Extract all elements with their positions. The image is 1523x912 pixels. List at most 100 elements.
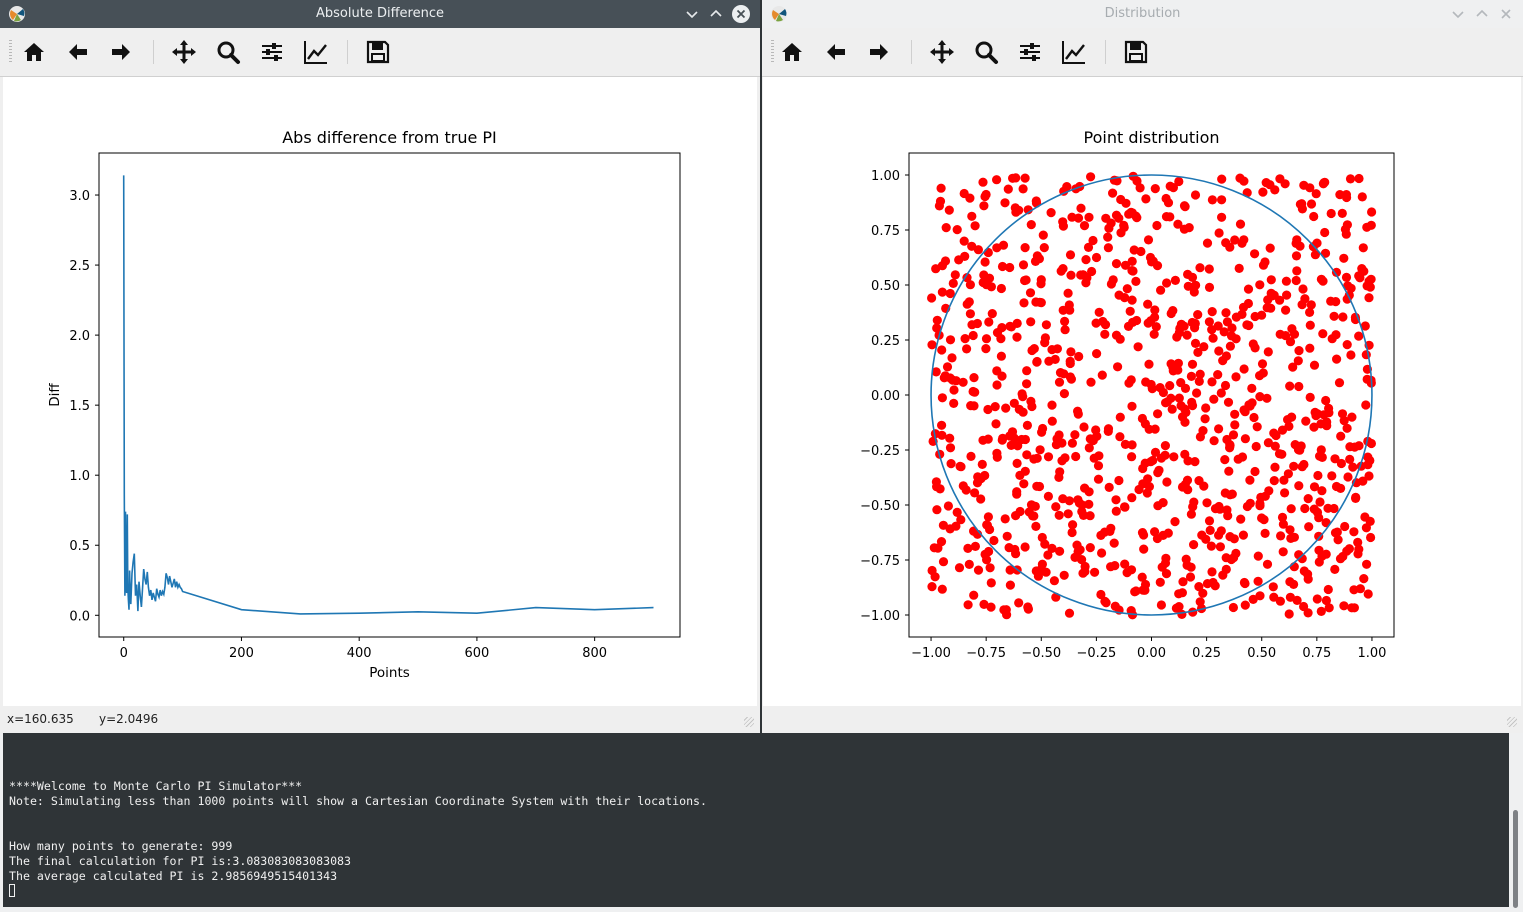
toolbar-grip[interactable]: [9, 40, 12, 64]
scatter-point: [1037, 532, 1047, 543]
terminal-output[interactable]: ****Welcome to Monte Carlo PI Simulator*…: [3, 735, 1509, 907]
minimize-icon[interactable]: [1448, 4, 1468, 24]
back-arrow-icon[interactable]: [822, 38, 850, 66]
close-icon[interactable]: [731, 4, 751, 24]
scatter-point: [1323, 584, 1333, 595]
scatter-point: [1201, 534, 1211, 544]
scatter-point: [1270, 441, 1280, 451]
scatter-point: [1346, 350, 1356, 360]
scatter-point: [1318, 329, 1328, 339]
forward-arrow-icon[interactable]: [107, 38, 135, 66]
save-icon[interactable]: [1122, 38, 1150, 66]
app-icon[interactable]: [8, 5, 26, 23]
figure-canvas[interactable]: Abs difference from true PI 0 200 400 600 800…: [3, 77, 757, 706]
save-icon[interactable]: [364, 38, 392, 66]
scatter-point: [1036, 275, 1046, 285]
pan-icon[interactable]: [928, 38, 956, 66]
scatter-point: [1153, 501, 1163, 511]
scatter-point: [1137, 528, 1148, 538]
scatter-point: [1250, 249, 1260, 259]
home-icon[interactable]: [20, 38, 48, 66]
scatter-point: [1150, 184, 1160, 194]
maximize-icon[interactable]: [706, 4, 726, 24]
forward-arrow-icon[interactable]: [865, 38, 893, 66]
scatter-point: [1173, 365, 1183, 375]
scatter-point: [1292, 595, 1302, 606]
scatter-point: [1064, 608, 1075, 618]
scatter-point: [1235, 219, 1246, 229]
scrollbar-thumb[interactable]: [1513, 810, 1518, 908]
scatter-point: [1022, 420, 1032, 430]
chart-title: Abs difference from true PI: [282, 128, 497, 147]
size-grip[interactable]: [1507, 717, 1517, 727]
title-bar[interactable]: Distribution: [762, 0, 1523, 29]
scatter-point: [937, 430, 947, 440]
scatter-point: [1344, 544, 1354, 554]
scatter-point: [1360, 321, 1370, 331]
title-bar[interactable]: Absolute Difference: [0, 0, 760, 28]
scatter-point: [1207, 195, 1217, 205]
scatter-point: [1026, 317, 1036, 327]
scatter-point: [954, 255, 964, 265]
scatter-point: [1120, 260, 1131, 270]
minimize-icon[interactable]: [682, 4, 702, 24]
scatter-point: [938, 557, 949, 567]
app-icon[interactable]: [770, 5, 788, 23]
scatter-point: [979, 599, 989, 610]
scatter-point: [1038, 230, 1048, 240]
size-grip[interactable]: [744, 717, 754, 727]
back-arrow-icon[interactable]: [64, 38, 92, 66]
scatter-point: [1243, 284, 1254, 294]
scatter-point: [1093, 461, 1104, 471]
scatter-point: [1214, 346, 1224, 356]
scatter-point: [1150, 447, 1161, 457]
terminal-scrollbar[interactable]: [1509, 733, 1523, 912]
toolbar-grip[interactable]: [771, 40, 774, 64]
scatter-point: [1052, 344, 1062, 354]
close-icon[interactable]: [1496, 4, 1516, 24]
scatter-point: [1084, 499, 1094, 509]
scatter-point: [973, 245, 983, 255]
scatter-point: [1150, 424, 1160, 434]
scatter-point: [1127, 493, 1137, 503]
edit-axis-icon[interactable]: [1060, 38, 1088, 66]
scatter-point: [1260, 528, 1270, 538]
home-icon[interactable]: [778, 38, 806, 66]
maximize-icon[interactable]: [1472, 4, 1492, 24]
configure-subplots-icon[interactable]: [258, 38, 286, 66]
abs-difference-chart[interactable]: Abs difference from true PI 0 200 400 600 800…: [3, 77, 757, 706]
scatter-point: [931, 477, 941, 487]
scatter-point: [941, 223, 951, 233]
scatter-point: [1001, 605, 1011, 615]
scatter-point: [1144, 359, 1154, 369]
configure-subplots-icon[interactable]: [1016, 38, 1044, 66]
scatter-point: [981, 344, 991, 354]
scatter-point: [1086, 172, 1096, 182]
point-distribution-chart[interactable]: Point distribution −1.00 −0.75 −0.50 −0.25 0.…: [763, 77, 1521, 706]
scatter-point: [978, 177, 988, 187]
edit-axis-icon[interactable]: [302, 38, 330, 66]
scatter-point: [1245, 475, 1255, 485]
pan-icon[interactable]: [170, 38, 198, 66]
scatter-point: [1111, 330, 1122, 340]
scatter-point: [1358, 476, 1368, 486]
x-tick-label: −0.25: [1076, 646, 1116, 661]
scatter-point: [1304, 522, 1314, 532]
scatter-point: [980, 470, 990, 481]
scatter-point: [1239, 235, 1249, 245]
scatter-point: [1305, 320, 1315, 330]
scatter-point: [1240, 600, 1250, 610]
zoom-icon[interactable]: [214, 38, 242, 66]
scatter-point: [1342, 220, 1352, 230]
scatter-point: [966, 451, 976, 461]
zoom-icon[interactable]: [972, 38, 1000, 66]
scatter-point: [1310, 407, 1320, 417]
scatter-point: [1262, 393, 1272, 403]
scatter-point: [1174, 602, 1184, 612]
scatter-point: [1122, 568, 1132, 578]
scatter-point: [937, 345, 947, 355]
scatter-point: [1166, 359, 1176, 369]
scatter-point: [1014, 598, 1024, 608]
scatter-point: [1341, 272, 1352, 282]
figure-canvas[interactable]: Point distribution −1.00 −0.75 −0.50 −0.25 0.…: [763, 77, 1521, 706]
